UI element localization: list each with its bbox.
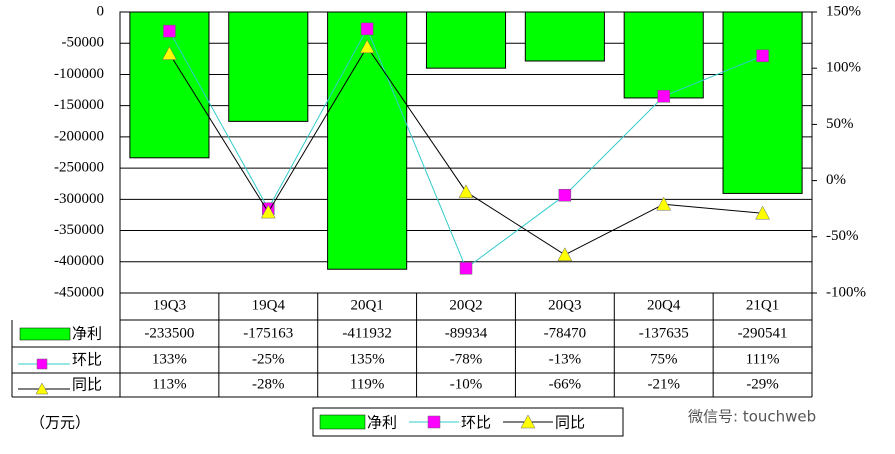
legend-marker [520, 414, 536, 429]
y-tick-label: -250000 [54, 160, 104, 176]
x-tick-label: 20Q4 [647, 297, 681, 313]
table-cell: -233500 [144, 325, 194, 341]
table-legend-marker [36, 358, 48, 370]
bar [524, 11, 605, 62]
y2-tick-label: -50% [826, 228, 859, 244]
y-tick-label: -450000 [54, 284, 104, 300]
y-tick-label: -200000 [54, 128, 104, 144]
table-legend-marker [35, 382, 49, 395]
table-cell: -89934 [445, 325, 488, 341]
y-tick-label: -100000 [54, 66, 104, 82]
table-row-label: 环比 [72, 351, 102, 369]
table-cell: 135% [350, 351, 385, 367]
legend-key [319, 414, 366, 430]
point [360, 22, 374, 36]
x-tick-label: 20Q1 [350, 297, 383, 313]
y2-tick-label: -100% [826, 284, 866, 300]
table-cell: 75% [650, 351, 678, 367]
table-cell: -21% [647, 376, 680, 392]
x-tick-label: 19Q4 [252, 297, 286, 313]
x-tick-label: 21Q1 [746, 297, 779, 313]
table-cell: 119% [350, 376, 384, 392]
y-tick-label: -50000 [62, 35, 105, 51]
table-cell: 113% [152, 376, 186, 392]
x-tick-label: 20Q2 [449, 297, 482, 313]
table-cell: -25% [252, 351, 285, 367]
legend-label: 净利 [367, 414, 397, 432]
y-tick-label: 0 [97, 3, 105, 19]
table-cell: -137635 [639, 325, 689, 341]
y2-tick-label: 0% [826, 172, 846, 188]
bar [228, 11, 309, 122]
bar [722, 11, 803, 194]
table-cell: -78470 [544, 325, 587, 341]
y-tick-label: -350000 [54, 222, 104, 238]
point [359, 39, 375, 54]
bar [327, 11, 408, 270]
table-cell: -28% [252, 376, 285, 392]
point [163, 24, 176, 38]
table-legend-key [19, 327, 71, 341]
y-tick-label: -300000 [54, 191, 104, 207]
table-cell: -411932 [342, 325, 391, 341]
point [162, 46, 177, 60]
legend-label: 同比 [555, 414, 585, 432]
point [756, 49, 769, 63]
table-cell: -78% [450, 351, 483, 367]
y2-tick-label: 50% [826, 116, 854, 132]
bar [623, 11, 704, 99]
table-cell: 111% [746, 351, 780, 367]
table-cell: -290541 [738, 325, 788, 341]
table-cell: -66% [549, 376, 582, 392]
point [459, 262, 473, 275]
table-cell: -29% [746, 376, 779, 392]
bar [425, 11, 507, 69]
point [657, 90, 670, 103]
y-axis-label: （万元） [30, 414, 90, 431]
point [656, 196, 672, 211]
table-cell: -13% [549, 351, 582, 367]
table-cell: -10% [450, 376, 483, 392]
table-row-label: 净利 [72, 325, 102, 343]
y-tick-label: -400000 [54, 253, 104, 269]
point [260, 204, 276, 219]
table-row-label: 同比 [72, 376, 102, 394]
point [458, 184, 474, 199]
point [557, 247, 573, 262]
table-cell: 133% [152, 351, 187, 367]
watermark: 微信号: touchweb [688, 408, 816, 426]
table-cell: -175163 [243, 325, 293, 341]
x-tick-label: 20Q3 [548, 297, 581, 313]
y2-tick-label: 100% [826, 60, 861, 76]
point [558, 188, 572, 202]
x-tick-label: 19Q3 [153, 297, 186, 313]
legend-marker [427, 415, 441, 429]
point [755, 205, 770, 220]
legend-label: 环比 [461, 414, 491, 432]
y2-tick-label: 150% [826, 3, 861, 19]
y-tick-label: -150000 [54, 97, 104, 113]
